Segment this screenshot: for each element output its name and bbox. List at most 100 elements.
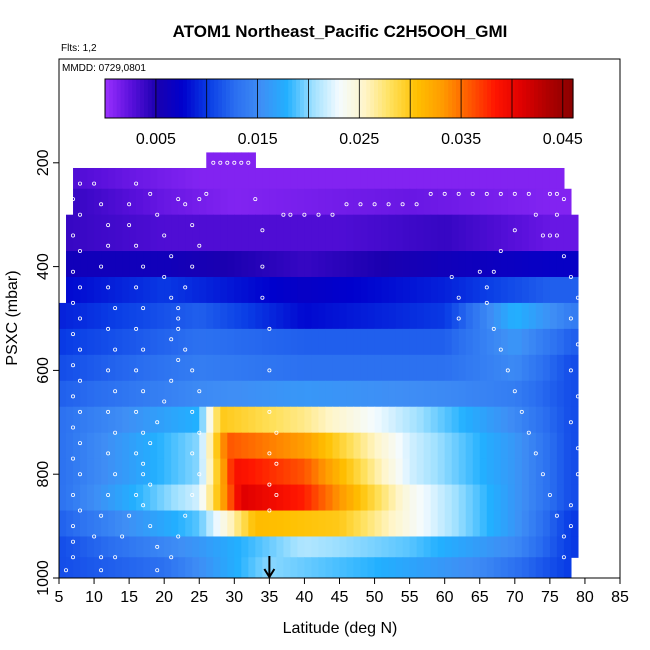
heat-cell bbox=[311, 380, 320, 408]
track-point bbox=[71, 394, 76, 399]
heat-cell bbox=[549, 328, 558, 356]
heat-cell bbox=[395, 406, 404, 434]
track-point bbox=[533, 212, 538, 217]
heat-cell bbox=[444, 557, 453, 578]
heat-cell bbox=[381, 510, 390, 538]
heat-cell bbox=[521, 557, 530, 578]
colorbar-swatch bbox=[319, 79, 324, 118]
heat-cell bbox=[423, 380, 432, 408]
track-point bbox=[267, 409, 272, 414]
heat-cell bbox=[346, 251, 355, 278]
heat-cell bbox=[59, 458, 67, 486]
heat-cell bbox=[171, 432, 179, 460]
heat-cell bbox=[528, 251, 537, 278]
heat-cell bbox=[94, 432, 102, 460]
heat-cell bbox=[409, 380, 418, 408]
heat-cell bbox=[332, 188, 341, 216]
heat-cell bbox=[234, 251, 242, 278]
heat-cell bbox=[66, 251, 74, 278]
heat-cell bbox=[465, 188, 474, 216]
heat-cell bbox=[465, 458, 474, 486]
heat-cell bbox=[73, 380, 81, 408]
heat-cell bbox=[514, 484, 523, 512]
heat-cell bbox=[430, 510, 439, 538]
heat-cell bbox=[514, 214, 523, 252]
heat-cell bbox=[507, 251, 516, 278]
heat-cell bbox=[353, 406, 362, 434]
heat-cell bbox=[402, 354, 411, 382]
colorbar-swatch bbox=[253, 79, 258, 118]
heat-cell bbox=[395, 458, 404, 486]
heat-cell bbox=[101, 484, 109, 512]
heat-cell bbox=[220, 510, 228, 538]
heat-cell bbox=[220, 328, 228, 356]
heat-cell bbox=[227, 406, 235, 434]
heat-cell bbox=[192, 328, 200, 356]
heat-cell bbox=[269, 380, 277, 408]
heat-cell bbox=[108, 484, 116, 512]
heat-cell bbox=[262, 276, 270, 304]
heat-cell bbox=[346, 557, 355, 578]
heat-cell bbox=[87, 276, 95, 304]
colorbar-swatch bbox=[257, 79, 262, 118]
heat-cell bbox=[479, 354, 488, 382]
heat-cell bbox=[276, 432, 284, 460]
heat-cell bbox=[367, 510, 376, 538]
heat-cell bbox=[227, 484, 235, 512]
track-point bbox=[71, 197, 76, 202]
heat-cell bbox=[402, 536, 411, 558]
heat-cell bbox=[486, 484, 495, 512]
heat-cell bbox=[248, 557, 256, 578]
colorbar-swatch bbox=[307, 79, 313, 118]
heat-cell bbox=[486, 251, 495, 278]
heat-cell bbox=[430, 458, 439, 486]
heat-cell bbox=[283, 484, 292, 512]
heat-cell bbox=[220, 536, 228, 558]
heat-cell bbox=[199, 380, 207, 408]
heat-cell bbox=[220, 432, 228, 460]
heat-cell bbox=[479, 302, 488, 330]
heat-cell bbox=[297, 484, 306, 512]
heat-cell bbox=[325, 536, 334, 558]
heat-cell bbox=[388, 406, 397, 434]
heat-cell bbox=[535, 432, 544, 460]
heat-cell bbox=[486, 432, 495, 460]
heat-cell bbox=[290, 302, 299, 330]
heat-cell bbox=[332, 484, 341, 512]
heat-cell bbox=[388, 458, 397, 486]
heat-cell bbox=[150, 188, 158, 216]
flights-label: Flts: 1,2 bbox=[61, 43, 97, 54]
heat-cell bbox=[311, 406, 320, 434]
x-tick-label: 25 bbox=[190, 589, 208, 606]
heat-cell bbox=[556, 406, 565, 434]
heat-cell bbox=[472, 557, 481, 578]
heat-cell bbox=[199, 167, 207, 190]
heat-cell bbox=[185, 510, 193, 538]
heat-cell bbox=[353, 276, 362, 304]
heat-cell bbox=[318, 276, 327, 304]
track-point bbox=[484, 300, 489, 305]
heat-cell bbox=[381, 276, 390, 304]
heat-cell bbox=[227, 302, 235, 330]
heat-cell bbox=[479, 458, 488, 486]
track-point bbox=[71, 492, 76, 497]
colorbar-swatch bbox=[214, 79, 219, 118]
heat-cell bbox=[416, 432, 425, 460]
heat-cell bbox=[535, 328, 544, 356]
heat-cell bbox=[339, 354, 348, 382]
heat-cell bbox=[87, 328, 95, 356]
heat-cell bbox=[283, 302, 292, 330]
heat-cell bbox=[353, 188, 362, 216]
colorbar-swatch bbox=[534, 79, 539, 118]
heat-cell bbox=[269, 536, 277, 558]
track-point bbox=[330, 212, 335, 217]
colorbar-swatch bbox=[218, 79, 223, 118]
heat-cell bbox=[430, 432, 439, 460]
heat-cell bbox=[409, 557, 418, 578]
heat-cell bbox=[451, 188, 460, 216]
heat-cell bbox=[472, 214, 481, 252]
heat-cell bbox=[241, 188, 249, 216]
heat-cell bbox=[115, 302, 123, 330]
heat-cell bbox=[213, 432, 221, 460]
heat-cell bbox=[423, 458, 432, 486]
